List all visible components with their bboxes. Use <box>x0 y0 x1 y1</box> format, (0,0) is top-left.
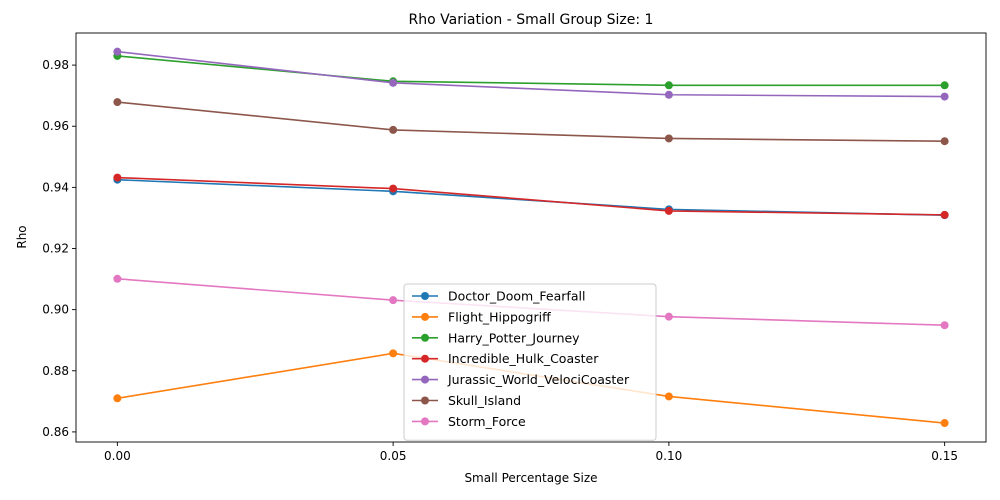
legend-box <box>403 283 657 441</box>
legend-label: Jurassic_World_VelociCoaster <box>447 372 630 387</box>
series-Jurassic_World_VelociCoaster <box>113 47 949 101</box>
legend-swatch-marker <box>421 292 429 300</box>
legend-item: Skull_Island <box>412 393 521 408</box>
legend-swatch-marker <box>421 312 429 321</box>
y-tick-label: 0.90 <box>42 303 69 317</box>
data-point <box>940 137 949 146</box>
legend-item: Doctor_Doom_Fearfall <box>412 289 585 304</box>
data-point <box>940 210 949 219</box>
legend-swatch-marker <box>421 333 429 342</box>
y-tick-label: 0.86 <box>42 425 69 439</box>
series-Incredible_Hulk_Coaster <box>113 173 949 219</box>
data-point <box>664 81 673 90</box>
data-point <box>389 184 398 193</box>
x-axis-label: Small Percentage Size <box>464 471 597 485</box>
y-tick-label: 0.96 <box>42 119 69 133</box>
y-axis-label: Rho <box>15 225 29 248</box>
legend-label: Harry_Potter_Journey <box>448 330 580 345</box>
data-point <box>389 78 398 87</box>
data-point <box>664 90 673 99</box>
y-tick-label: 0.92 <box>42 242 69 256</box>
legend-label: Skull_Island <box>448 393 521 408</box>
legend-label: Storm_Force <box>448 414 526 429</box>
data-point <box>664 392 673 401</box>
legend-label: Flight_Hippogriff <box>448 309 551 324</box>
data-point <box>113 274 122 283</box>
data-point <box>940 419 949 428</box>
x-tick-label: 0.10 <box>656 449 683 463</box>
data-point <box>664 134 673 143</box>
legend-item: Incredible_Hulk_Coaster <box>412 351 599 366</box>
y-tick-label: 0.94 <box>42 180 69 194</box>
legend-swatch-marker <box>421 396 429 405</box>
legend-swatch-marker <box>421 354 429 363</box>
data-point <box>940 81 949 90</box>
series-line <box>117 55 945 87</box>
data-point <box>113 394 122 403</box>
axes-frame <box>75 32 987 443</box>
data-point <box>664 206 673 215</box>
series-layer <box>113 47 949 428</box>
legend-item: Storm_Force <box>412 414 526 429</box>
legend: Doctor_Doom_Fearfall Flight_Hippogriff Har… <box>403 283 657 441</box>
data-point <box>389 349 398 358</box>
x-tick-label: 0.15 <box>931 449 958 463</box>
legend-item: Flight_Hippogriff <box>412 309 551 324</box>
legend-label: Incredible_Hulk_Coaster <box>448 351 599 366</box>
legend-item: Jurassic_World_VelociCoaster <box>412 372 630 387</box>
y-tick-label: 0.88 <box>42 364 69 378</box>
series-line <box>117 176 945 216</box>
legend-swatch-marker <box>421 417 429 426</box>
chart-title: Rho Variation - Small Group Size: 1 <box>409 12 654 28</box>
series-line <box>117 101 945 143</box>
series-line <box>117 50 945 98</box>
data-point <box>940 92 949 101</box>
legend-item: Harry_Potter_Journey <box>412 330 580 345</box>
data-point <box>113 47 122 56</box>
legend-swatch-marker <box>421 375 429 384</box>
series-Skull_Island <box>113 98 949 146</box>
data-point <box>389 125 398 134</box>
data-point <box>113 98 122 107</box>
y-tick-label: 0.98 <box>42 58 69 72</box>
legend-label: Doctor_Doom_Fearfall <box>448 289 585 304</box>
data-point <box>389 296 398 305</box>
axes: 0.00 0.05 0.10 0.15 0.86 0.88 0.90 0.92 0.94 0.96… <box>42 32 987 463</box>
x-tick-label: 0.00 <box>104 449 131 463</box>
data-point <box>940 321 949 330</box>
data-point <box>113 173 122 182</box>
x-tick-label: 0.05 <box>380 449 407 463</box>
data-point <box>664 312 673 321</box>
